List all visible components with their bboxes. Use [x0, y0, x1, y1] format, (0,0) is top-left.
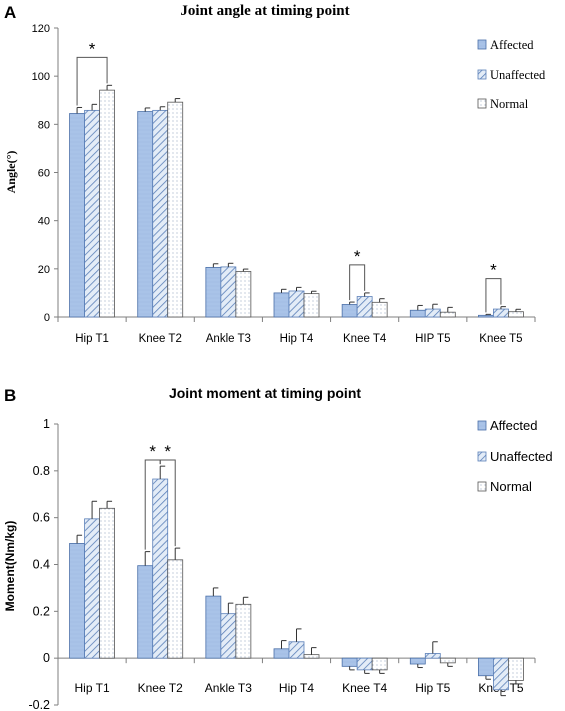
panel-b-bar-normal — [371, 657, 388, 671]
panel-a-bar-affected — [205, 266, 222, 318]
panel-a-significance-star: * — [490, 261, 497, 280]
panel-b-significance-star: * — [164, 442, 171, 461]
panel-a-bar-unaffected — [220, 266, 237, 318]
panel-b-bar-affected — [205, 595, 222, 659]
panel-b-ylabel: Moment(Nm/kg) — [3, 521, 17, 612]
panel-b-category-label: Knee T4 — [342, 681, 387, 695]
panel-b-bar-affected — [69, 543, 85, 659]
panel-b-bar-affected — [137, 565, 154, 659]
panel-a-bar-unaffected — [84, 109, 100, 318]
panel-a-plot: 0 20 40 60 80 100 120 Hip T1 Knee T2 Ankle T3 Hip … — [32, 23, 546, 345]
panel-b-legend-label-unaffected: Unaffected — [490, 449, 553, 464]
panel-a-bar-affected — [478, 314, 494, 318]
panel-b-bar-unaffected — [220, 613, 237, 659]
panel-b-y-tick-label: 1 — [43, 417, 50, 431]
panel-a-bar-unaffected — [356, 296, 373, 318]
panel-a-bar-affected — [341, 304, 358, 318]
panel-a-bar-normal — [99, 89, 115, 318]
panel-a-title: Joint angle at timing point — [180, 3, 349, 19]
panel-b-title: Joint moment at timing point — [169, 385, 361, 401]
panel-a-bar-unaffected — [424, 308, 441, 318]
panel-a-significance-bracket — [485, 278, 502, 313]
panel-a-significance-bracket — [349, 264, 366, 301]
panel-b-bar-affected — [341, 657, 358, 667]
panel-a-y-tick-label: 100 — [32, 71, 50, 83]
panel-b-legend-swatch-unaffected — [477, 451, 487, 462]
panel-a-legend-label-affected: Affected — [490, 38, 534, 52]
panel-b-legend-label-affected: Affected — [490, 418, 537, 433]
panel-b-y-tick-label: 0.4 — [33, 558, 50, 572]
panel-a-category-label: Knee T4 — [343, 333, 387, 345]
panel-b-significance-bracket — [159, 459, 176, 547]
panel-a-legend-swatch-affected — [477, 39, 487, 50]
panel-b-category-label: Hip T1 — [75, 681, 110, 695]
panel-b-significance-star: * — [149, 442, 156, 461]
panel-a-bar-unaffected — [152, 109, 169, 318]
panel-a-ylabel: Angle(°) — [4, 151, 18, 194]
panel-b-legend-swatch-normal — [477, 481, 487, 492]
panel-a-bar-normal — [371, 301, 388, 318]
panel-a-y-tick-label: 20 — [38, 264, 50, 276]
panel-a-y-tick-label: 40 — [38, 216, 50, 228]
panel-a-bar-affected — [69, 113, 85, 318]
panel-b-legend-label-normal: Normal — [490, 479, 532, 494]
panel-a-bar-affected — [409, 309, 426, 318]
panel-b-bar-unaffected — [152, 478, 169, 659]
panel-a-legend-swatch-normal — [477, 98, 487, 109]
panel-b-bar-affected — [478, 657, 494, 677]
panel-a-legend-label-unaffected: Unaffected — [490, 68, 546, 82]
panel-b-bar-normal — [167, 559, 184, 659]
panel-a-bar-normal — [439, 311, 456, 318]
panel-b-y-tick-label: 0.6 — [33, 511, 50, 525]
panel-b-bar-normal — [303, 654, 320, 659]
panel-a-significance-star: * — [354, 247, 361, 266]
panel-a-bar-unaffected — [288, 290, 305, 318]
panel-b-category-label: Hip T4 — [279, 681, 314, 695]
panel-b-category-label: Knee T2 — [138, 681, 183, 695]
panel-b-category-label: Hip T5 — [415, 681, 450, 695]
panel-b-bar-normal — [439, 657, 456, 664]
panel-a-legend-swatch-unaffected — [477, 69, 487, 80]
panel-b-bar-unaffected — [84, 518, 100, 659]
panel-b-plot: -0.2 0 0.2 0.4 0.6 0.8 1 Hip T1 Knee T2 Ankle T3 H… — [28, 417, 552, 711]
panel-a-category-label: Ankle T3 — [206, 333, 251, 345]
panel-b-bar-unaffected — [356, 657, 373, 671]
panel-a-y-tick-label: 80 — [38, 119, 50, 131]
panel-b-bar-normal — [99, 507, 115, 659]
panel-a-y-tick-label: 120 — [32, 23, 50, 35]
panel-a-bar-normal — [508, 311, 524, 318]
panel-b-y-tick-label: 0.8 — [33, 464, 50, 478]
panel-a-bar-normal — [167, 101, 184, 318]
panel-a-significance-star: * — [89, 39, 96, 58]
panel-b-legend-swatch-affected — [477, 420, 487, 431]
panel-a-y-tick-label: 0 — [44, 312, 50, 324]
panel-b-y-tick-label: 0.2 — [33, 604, 50, 618]
panel-a-legend-label-normal: Normal — [490, 97, 529, 111]
panel-b-bar-normal — [235, 603, 252, 659]
panel-a-category-label: Hip T4 — [280, 333, 314, 345]
panel-a-bar-affected — [273, 292, 290, 318]
panel-a-bar-affected — [137, 111, 154, 318]
panel-a-category-label: Hip T1 — [75, 333, 109, 345]
panel-a-significance-bracket — [76, 56, 108, 106]
panel-b-bar-affected — [273, 648, 290, 659]
panel-a-bar-unaffected — [493, 308, 509, 318]
panel-a-bar-normal — [235, 271, 252, 318]
panel-a-category-label: Knee T5 — [479, 333, 522, 345]
panel-b-y-tick-label: -0.2 — [28, 698, 50, 711]
panel-a-y-tick-label: 60 — [38, 168, 50, 180]
panel-b-bar-unaffected — [288, 641, 305, 659]
panel-b-bar-unaffected — [493, 657, 509, 691]
panel-b-bar-unaffected — [424, 653, 441, 659]
panel-b-bar-normal — [508, 657, 524, 681]
panel-b-label: B — [4, 386, 16, 405]
panel-b-category-label: Ankle T3 — [205, 681, 252, 695]
panel-b-bar-affected — [409, 657, 426, 665]
panel-b-y-tick-label: 0 — [43, 651, 50, 665]
panel-a-bar-normal — [303, 293, 320, 318]
panel-a-category-label: Knee T2 — [139, 333, 182, 345]
panel-a-label: A — [4, 3, 16, 22]
panel-a-category-label: HIP T5 — [415, 333, 450, 345]
